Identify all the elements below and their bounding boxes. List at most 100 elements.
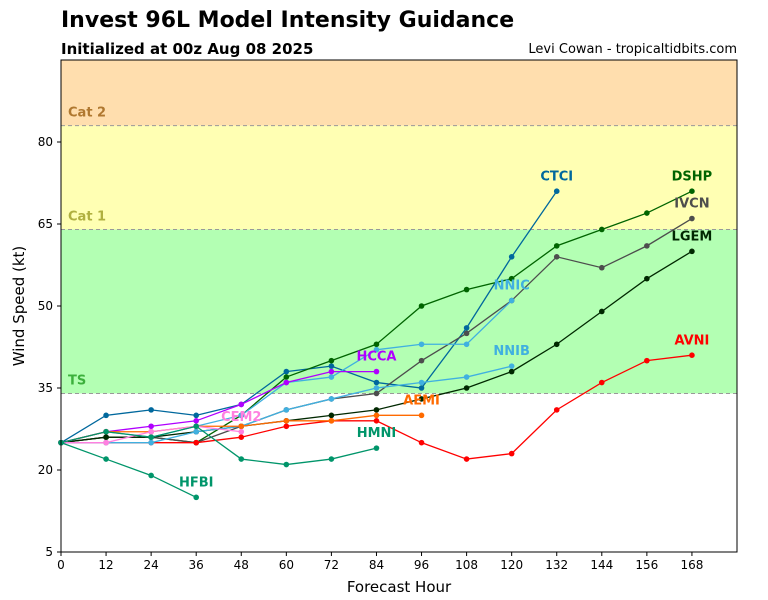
x-tick-label: 144 <box>590 558 613 572</box>
x-tick-label: 156 <box>635 558 658 572</box>
data-point-nnic <box>508 297 515 304</box>
x-tick-label: 132 <box>545 558 568 572</box>
x-tick-label: 72 <box>324 558 339 572</box>
data-point-lgem <box>103 434 109 441</box>
data-point-aemi <box>418 412 425 419</box>
data-point-dshp <box>418 303 425 309</box>
data-point-ctci <box>328 363 335 369</box>
data-point-hcca <box>328 368 335 375</box>
data-point-avni <box>689 352 695 359</box>
data-point-nnib <box>418 379 425 386</box>
data-point-dshp <box>689 188 695 194</box>
data-point-ctci <box>193 412 199 419</box>
data-point-nnic <box>373 346 380 353</box>
data-point-nnib <box>148 439 154 446</box>
band-label: Cat 2 <box>68 106 106 121</box>
data-point-ivcn <box>373 390 380 397</box>
data-point-avni <box>553 407 560 413</box>
x-tick-label: 108 <box>455 558 478 572</box>
data-point-ctci <box>148 407 154 413</box>
data-point-nnib <box>508 363 515 369</box>
data-point-ctci <box>373 379 380 386</box>
y-tick-label: 5 <box>45 545 53 559</box>
data-point-aemi <box>283 418 290 424</box>
data-point-hmni <box>148 434 154 441</box>
x-tick-label: 168 <box>680 558 703 572</box>
data-point-hmni <box>373 445 380 451</box>
series-label-avni: AVNI <box>674 333 709 348</box>
data-point-avni <box>238 434 245 441</box>
data-point-nnic <box>418 341 425 348</box>
x-tick-label: 0 <box>57 558 65 572</box>
x-tick-label: 24 <box>143 558 158 572</box>
x-tick-label: 84 <box>369 558 384 572</box>
data-point-ivcn <box>599 264 605 271</box>
data-point-avni <box>283 423 290 430</box>
data-point-ivcn <box>644 243 650 249</box>
data-point-hmni <box>103 428 109 435</box>
series-line-hcca <box>60 370 377 444</box>
x-tick-label: 96 <box>414 558 429 572</box>
data-point-cem2 <box>238 428 245 435</box>
y-tick-label: 65 <box>38 217 53 231</box>
data-point-hfbi <box>193 494 199 501</box>
data-point-dshp <box>644 210 650 216</box>
y-tick-label: 80 <box>38 135 53 149</box>
data-point-nnib <box>373 385 380 391</box>
x-tick-label: 60 <box>279 558 294 572</box>
data-point-lgem <box>373 407 380 413</box>
data-point-ctci <box>283 368 290 375</box>
x-axis-label: Forecast Hour <box>347 578 452 596</box>
data-point-lgem <box>328 412 335 419</box>
data-point-ivcn <box>463 330 470 337</box>
data-point-lgem <box>644 275 650 282</box>
chart-subtitle: Initialized at 00z Aug 08 2025 <box>61 40 314 58</box>
data-point-lgem <box>418 396 425 402</box>
y-axis-label: Wind Speed (kt) <box>10 246 28 367</box>
data-point-lgem <box>599 308 605 315</box>
data-point-nnic <box>328 374 335 380</box>
data-point-lgem <box>463 385 470 391</box>
series-label-nnib: NNIB <box>493 344 530 359</box>
series-label-aemi: AEMI <box>403 393 440 408</box>
data-point-hfbi <box>148 472 154 479</box>
data-point-lgem <box>508 368 515 375</box>
band-cat-1 <box>61 125 737 230</box>
data-point-hmni <box>328 456 335 462</box>
data-point-nnib <box>328 396 335 402</box>
data-point-dshp <box>599 226 605 233</box>
data-point-avni <box>644 357 650 364</box>
data-point-ivcn <box>418 357 425 364</box>
data-point-cem2 <box>148 428 154 435</box>
data-point-nnib <box>283 407 290 413</box>
data-point-hmni <box>283 461 290 468</box>
data-point-lgem <box>553 341 560 348</box>
data-point-hmni <box>193 423 199 430</box>
data-point-ivcn <box>553 253 560 260</box>
data-point-lgem <box>689 248 695 255</box>
data-point-avni <box>508 450 515 457</box>
y-tick-label: 20 <box>38 463 53 477</box>
series-label-hfbi: HFBI <box>179 475 214 490</box>
data-point-avni <box>463 456 470 462</box>
band-label: TS <box>68 373 86 388</box>
data-point-ctci <box>508 253 515 260</box>
data-point-hmni <box>238 456 245 462</box>
x-tick-label: 48 <box>234 558 249 572</box>
data-point-ctci <box>463 325 470 331</box>
data-point-ctci <box>418 385 425 391</box>
series-label-hmni: HMNI <box>357 426 397 441</box>
band-ts <box>61 229 737 394</box>
series-label-ivcn: IVCN <box>674 197 709 212</box>
data-point-dshp <box>328 357 335 364</box>
series-label-lgem: LGEM <box>672 229 713 244</box>
chart-credit: Levi Cowan - tropicaltidbits.com <box>528 42 737 57</box>
data-point-ctci <box>103 412 109 419</box>
data-point-cem2 <box>103 439 109 446</box>
data-point-avni <box>599 379 605 386</box>
data-point-aemi <box>373 412 380 419</box>
band-label: Cat 1 <box>68 209 106 224</box>
x-tick-label: 36 <box>189 558 204 572</box>
data-point-avni <box>193 439 199 446</box>
